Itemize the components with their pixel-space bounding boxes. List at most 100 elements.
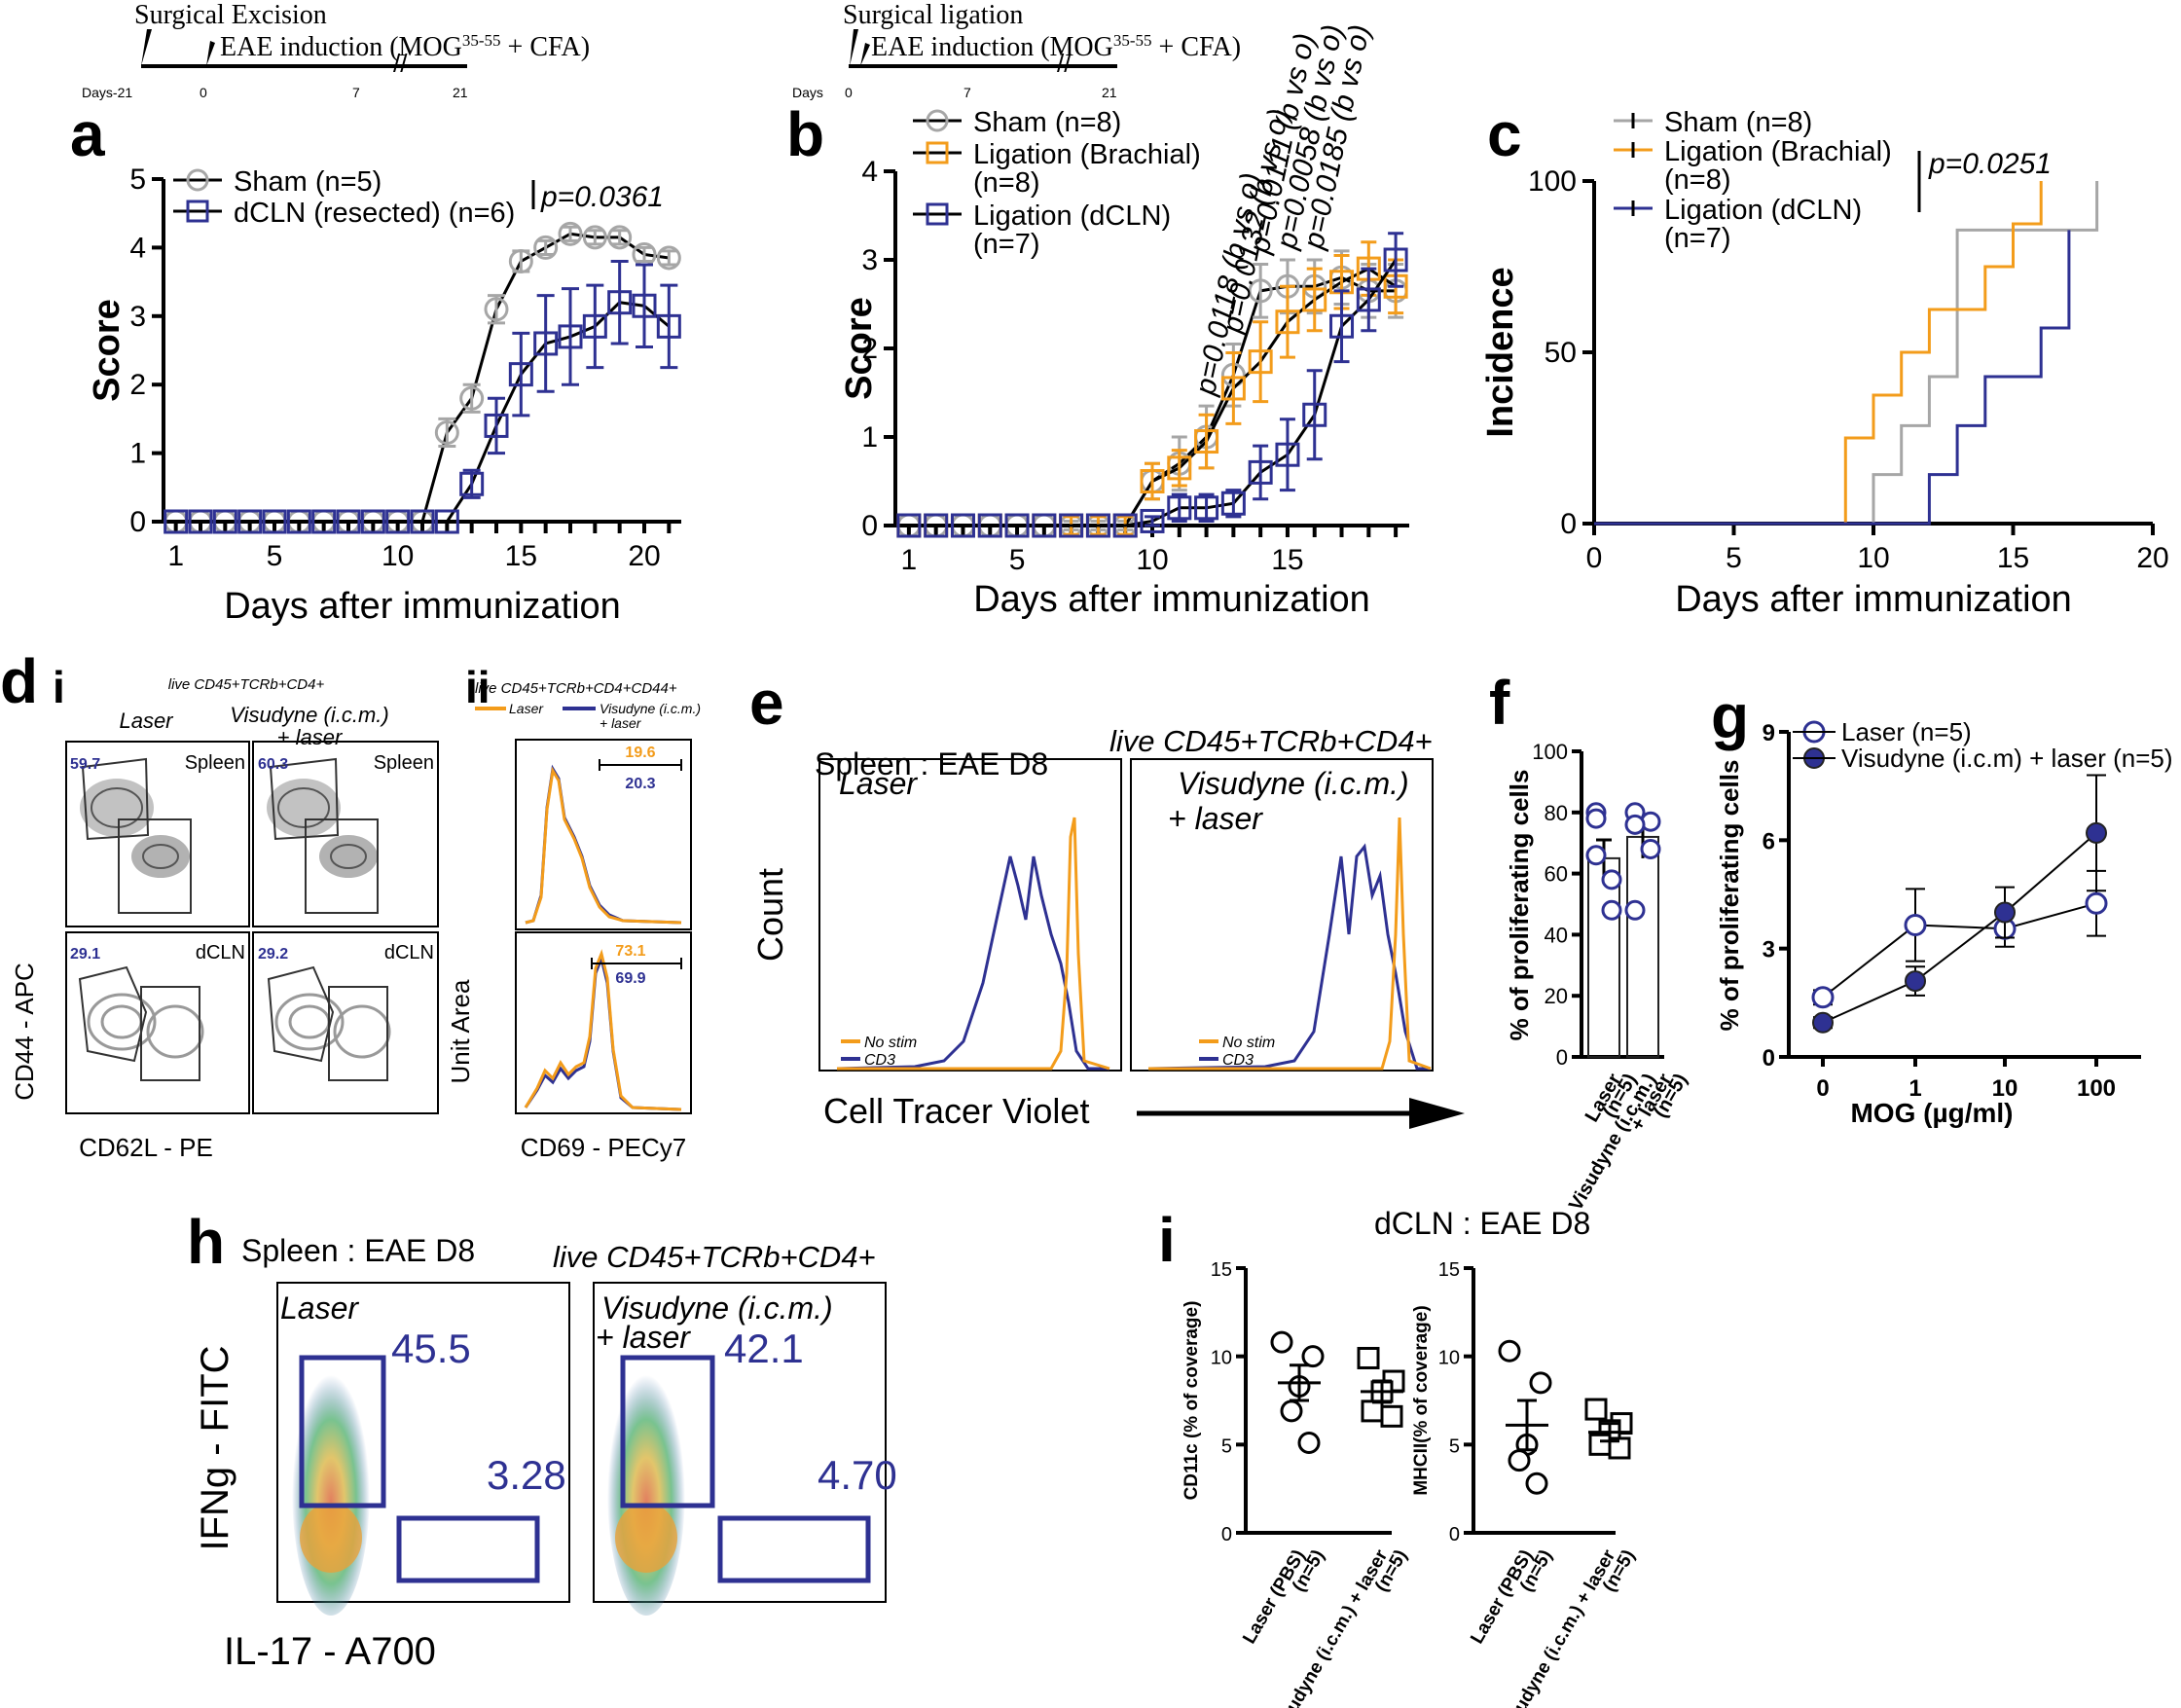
f-ytick-label: 0 — [1556, 1045, 1568, 1070]
b-point-2 — [1085, 513, 1110, 538]
f-point — [1601, 899, 1622, 921]
a-ytick-label: 3 — [129, 301, 146, 333]
i-cd11c-point — [1357, 1346, 1380, 1369]
a-point-1 — [360, 509, 385, 534]
timeline-b-tick-0: 0 — [845, 85, 853, 100]
i-cd11c-ytick-label: 15 — [1211, 1259, 1232, 1281]
c-legend-label: Sham (n=8) — [1664, 107, 1812, 138]
b-ytick-label: 4 — [861, 156, 878, 188]
c-xtick-label: 10 — [1857, 542, 1889, 574]
c-xlabel: Days after immunization — [1675, 579, 2072, 620]
h-vis-label-2: + laser — [596, 1320, 691, 1355]
a-errbar — [610, 259, 629, 345]
b-legend-label: Ligation (Brachial) — [973, 139, 1201, 170]
i-mhcii-ytick-label: 5 — [1449, 1435, 1460, 1457]
a-errbar — [462, 468, 481, 499]
c-step-1 — [1594, 181, 2043, 526]
b-xlabel: Days after immunization — [973, 579, 1370, 620]
a-point-1 — [336, 509, 361, 534]
a-point-1 — [385, 509, 411, 534]
timeline-b-title: Surgical ligation — [843, 0, 1023, 30]
b-errbar — [1306, 267, 1323, 333]
b-legend-marker — [926, 141, 949, 164]
g-point-1 — [1812, 1011, 1834, 1034]
i-cd11c-point — [1380, 1404, 1403, 1428]
e-vis-nostim-trace — [1148, 817, 1432, 1071]
f-bar — [1626, 835, 1659, 1058]
panel-d-label: d — [0, 646, 38, 716]
panel-d-col-visudyne: Visudyne (i.c.m.) — [230, 703, 388, 727]
timeline-b-tick-7: 7 — [963, 85, 971, 100]
b-legend-label: Sham (n=8) — [973, 107, 1121, 138]
d-histogram-spleen: 19.6 20.3 — [515, 739, 692, 930]
a-errbar — [586, 229, 604, 246]
c-xtick-label: 20 — [2136, 542, 2168, 574]
a-errbar — [536, 294, 555, 393]
a-point-0 — [508, 248, 533, 273]
h-ylabel: IFNg - FITC — [194, 1345, 236, 1550]
panel-e: e Spleen : EAE D8 live CD45+TCRb+CD4+ La… — [749, 668, 1465, 1131]
a-errbar — [660, 249, 678, 267]
a-ytick-label: 1 — [129, 438, 146, 470]
b-legend-marker — [926, 109, 949, 132]
i-cd11c-point — [1270, 1330, 1293, 1354]
i-cd11c-point — [1297, 1432, 1321, 1455]
f-ytick-label: 40 — [1545, 923, 1568, 947]
a-errbar — [562, 287, 579, 386]
timeline-b-arrow-eae — [860, 43, 870, 66]
panel-b-label: b — [786, 99, 824, 169]
i-cd11c-xtick-label: Laser (PBS) — [1239, 1546, 1309, 1648]
d-hist-dcln-laser — [524, 949, 682, 1111]
a-point-1 — [607, 290, 633, 315]
f-point — [1585, 845, 1607, 866]
a-point-1 — [164, 509, 189, 534]
c-xtick-label: 0 — [1586, 542, 1603, 574]
i-mhcii-xtick-label: Laser (PBS) — [1467, 1546, 1537, 1648]
b-xtick-label: 10 — [1136, 544, 1168, 576]
f-ytick-label: 100 — [1532, 740, 1568, 764]
i-mhcii-errbar — [1600, 1422, 1619, 1443]
b-legend-label-n: (n=8) — [973, 167, 1040, 199]
i-mhcii-point — [1608, 1436, 1631, 1460]
b-errbar — [1306, 369, 1323, 461]
b-legend-marker — [926, 202, 949, 226]
b-errbar — [1145, 515, 1160, 527]
a-ytick-label: 2 — [129, 369, 146, 401]
f-ylabel: % of proliferating cells — [1505, 770, 1534, 1041]
f-point — [1624, 899, 1646, 921]
contour-visudyne-spleen: 60.3 Spleen — [252, 741, 439, 927]
a-xtick-label: 1 — [167, 540, 184, 572]
a-point-0 — [558, 221, 583, 246]
d-hist-spleen-vis-value: 20.3 — [625, 776, 655, 792]
b-point-2 — [1004, 513, 1030, 538]
c-pvalue: p=0.0251 — [1928, 148, 2052, 180]
a-point-1 — [188, 509, 213, 534]
b-xtick-label: 15 — [1271, 544, 1303, 576]
d-vis-dcln-label: dCLN — [384, 942, 434, 963]
b-point-2 — [1140, 508, 1165, 533]
b-point-1 — [1248, 349, 1273, 375]
g-legend-label: Visudyne (i.c.m) + laser (n=5) — [1841, 744, 2173, 773]
i-mhcii-point — [1584, 1398, 1608, 1421]
contour-laser-spleen: 59.7 Spleen — [65, 741, 250, 927]
a-errbar — [488, 294, 505, 325]
d-vis-dcln-value: 29.2 — [258, 946, 288, 963]
i-mhcii-point — [1508, 1449, 1531, 1472]
g-ylabel: % of proliferating cells — [1715, 760, 1744, 1032]
f-point — [1585, 808, 1607, 829]
b-point-2 — [1356, 287, 1381, 312]
b-point-2 — [1275, 442, 1300, 467]
d-hist-xlabel: CD69 - PECy7 — [521, 1133, 687, 1162]
b-point-2 — [896, 513, 922, 538]
a-ytick-label: 0 — [129, 506, 146, 538]
i-mhcii-errbar — [1517, 1399, 1537, 1452]
h-vis-density — [607, 1363, 685, 1616]
g-xtick-label: 100 — [2077, 1075, 2116, 1102]
h-vis-ifng-value: 42.1 — [724, 1326, 804, 1371]
e-ylabel: Count — [750, 868, 790, 962]
b-point-2 — [1112, 513, 1138, 538]
d-laser-dcln-label: dCLN — [196, 942, 245, 963]
f-point — [1640, 838, 1661, 859]
b-xtick-label: 5 — [1009, 544, 1026, 576]
